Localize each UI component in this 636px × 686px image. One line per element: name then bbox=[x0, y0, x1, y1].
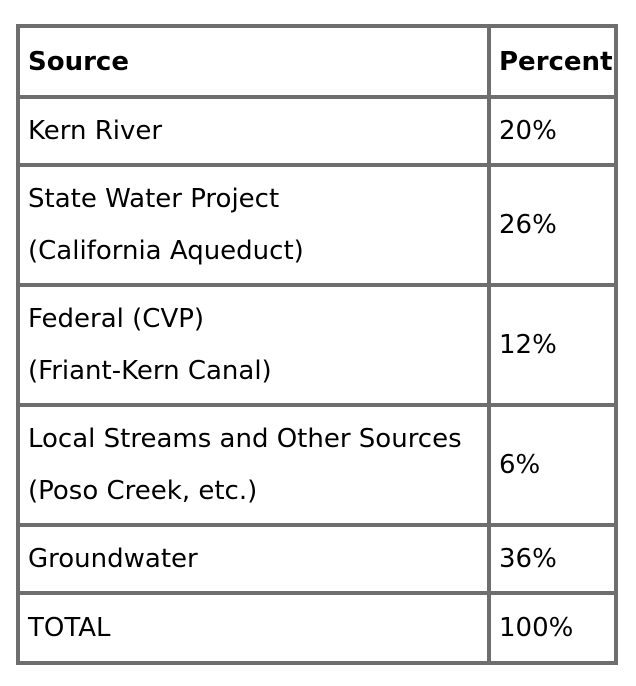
header-percent: Percent bbox=[489, 26, 616, 97]
percent-cell: 26% bbox=[489, 165, 616, 285]
percent-cell: 36% bbox=[489, 525, 616, 593]
source-line: State Water Project bbox=[28, 184, 280, 214]
water-sources-table: Source Percent Kern River 20% State Wate… bbox=[16, 24, 618, 665]
table-header-row: Source Percent bbox=[18, 26, 616, 97]
total-percent: 100% bbox=[489, 593, 616, 663]
table-row: Federal (CVP) (Friant-Kern Canal) 12% bbox=[18, 285, 616, 405]
source-line: (Poso Creek, etc.) bbox=[28, 476, 258, 506]
source-cell: Local Streams and Other Sources (Poso Cr… bbox=[18, 405, 489, 525]
source-cell: State Water Project (California Aqueduct… bbox=[18, 165, 489, 285]
percent-cell: 12% bbox=[489, 285, 616, 405]
table-row: Groundwater 36% bbox=[18, 525, 616, 593]
source-line: Groundwater bbox=[28, 544, 198, 574]
header-source: Source bbox=[18, 26, 489, 97]
source-line: (California Aqueduct) bbox=[28, 236, 304, 266]
percent-cell: 6% bbox=[489, 405, 616, 525]
source-line: Federal (CVP) bbox=[28, 304, 205, 334]
source-line: Local Streams and Other Sources bbox=[28, 424, 462, 454]
total-row: TOTAL 100% bbox=[18, 593, 616, 663]
source-line: (Friant-Kern Canal) bbox=[28, 356, 272, 386]
table-row: State Water Project (California Aqueduct… bbox=[18, 165, 616, 285]
total-label: TOTAL bbox=[18, 593, 489, 663]
source-cell: Groundwater bbox=[18, 525, 489, 593]
source-cell: Kern River bbox=[18, 97, 489, 165]
percent-cell: 20% bbox=[489, 97, 616, 165]
source-cell: Federal (CVP) (Friant-Kern Canal) bbox=[18, 285, 489, 405]
table-row: Kern River 20% bbox=[18, 97, 616, 165]
source-line: Kern River bbox=[28, 116, 163, 146]
table-row: Local Streams and Other Sources (Poso Cr… bbox=[18, 405, 616, 525]
